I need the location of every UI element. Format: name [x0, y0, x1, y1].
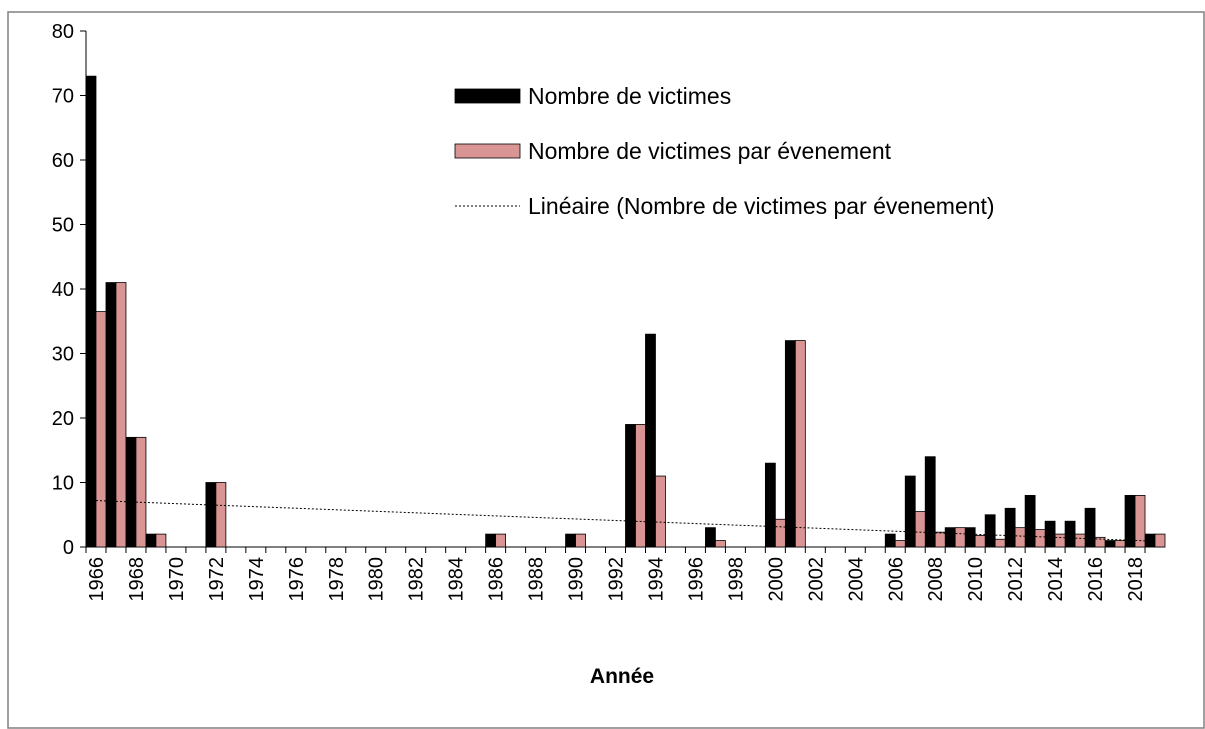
bar [944, 527, 956, 548]
bar [1094, 536, 1106, 548]
bar [994, 538, 1006, 548]
x-tick-label: 1992 [606, 557, 628, 602]
y-tick-label: 80 [52, 21, 74, 43]
legend-swatch [454, 143, 521, 159]
bar [1054, 533, 1066, 548]
bar [635, 424, 646, 548]
x-tick-label: 1970 [166, 557, 188, 602]
x-axis-title: Année [590, 665, 654, 688]
bar [984, 514, 996, 548]
y-tick-label: 10 [52, 473, 74, 495]
x-tick-label: 2010 [965, 557, 987, 602]
x-tick-label: 2008 [925, 557, 947, 602]
x-tick-label: 1994 [645, 557, 667, 602]
x-tick-label: 2006 [885, 557, 907, 602]
bar [1074, 533, 1086, 548]
bar [155, 533, 167, 548]
x-tick-label: 1978 [326, 557, 348, 602]
bar [1004, 507, 1016, 548]
y-tick-label: 50 [52, 215, 74, 237]
x-tick-label: 1982 [406, 557, 428, 602]
bar [954, 527, 966, 548]
legend-swatch [454, 88, 521, 104]
bar [774, 518, 786, 548]
bar [924, 456, 936, 548]
y-tick-label: 60 [52, 150, 74, 172]
x-tick-label: 2002 [805, 557, 827, 602]
x-tick-label: 1996 [685, 557, 707, 602]
bar [715, 540, 726, 548]
x-tick-label: 2000 [765, 557, 787, 602]
bar [105, 282, 117, 548]
bar [1144, 533, 1156, 548]
bar [764, 462, 776, 548]
bar [1014, 527, 1026, 548]
bar [1154, 533, 1166, 548]
bar [135, 436, 147, 548]
y-tick-label: 30 [52, 344, 74, 366]
bar [215, 482, 227, 548]
legend-label: Nombre de victimes par évenement [528, 138, 892, 164]
bar [784, 340, 796, 548]
x-tick-label: 1986 [486, 557, 508, 602]
bar [1104, 540, 1116, 548]
legend-label: Linéaire (Nombre de victimes par éveneme… [528, 193, 995, 219]
y-tick-label: 0 [63, 537, 74, 559]
bar [894, 540, 906, 548]
bar [705, 527, 716, 548]
bar [565, 533, 576, 548]
bar [645, 333, 656, 548]
x-tick-label: 1990 [566, 557, 588, 602]
bar [914, 511, 926, 548]
bar [575, 533, 586, 548]
bar [1134, 494, 1146, 548]
bar [115, 282, 127, 548]
bar [205, 482, 217, 548]
bar [485, 533, 497, 548]
bar [145, 533, 157, 548]
x-tick-label: 2004 [845, 557, 867, 602]
bar [794, 340, 806, 548]
x-tick-label: 2014 [1045, 557, 1067, 602]
bar [884, 533, 896, 548]
bar [625, 424, 636, 548]
bar [1084, 507, 1096, 548]
x-tick-label: 1968 [126, 557, 148, 602]
bar [1024, 494, 1036, 548]
bar [95, 311, 107, 548]
bar [1124, 494, 1136, 548]
bar [125, 436, 137, 548]
x-tick-label: 2016 [1085, 557, 1107, 602]
x-tick-label: 2012 [1005, 557, 1027, 602]
chart-frame [7, 11, 1205, 729]
x-tick-label: 1984 [446, 557, 468, 602]
bar [1064, 520, 1076, 548]
x-tick-label: 1976 [286, 557, 308, 602]
x-tick-label: 1974 [246, 557, 268, 602]
x-tick-label: 1980 [366, 557, 388, 602]
bar [1034, 529, 1046, 548]
bar [655, 475, 666, 548]
bar [904, 475, 916, 548]
x-tick-label: 1998 [725, 557, 747, 602]
y-tick-label: 70 [52, 86, 74, 108]
bar [974, 534, 986, 548]
bar [934, 531, 946, 548]
x-tick-label: 1972 [206, 557, 228, 602]
x-tick-label: 1988 [526, 557, 548, 602]
bar [495, 533, 507, 548]
bar [1114, 540, 1126, 548]
x-tick-label: 2018 [1125, 557, 1147, 602]
y-tick-label: 40 [52, 279, 74, 301]
legend-label: Nombre de victimes [528, 83, 731, 109]
trend-line [95, 500, 1156, 542]
x-tick-label: 1966 [86, 557, 108, 602]
y-tick-label: 20 [52, 408, 74, 430]
bar [964, 527, 976, 548]
bar [1044, 520, 1056, 548]
bar [85, 75, 97, 548]
